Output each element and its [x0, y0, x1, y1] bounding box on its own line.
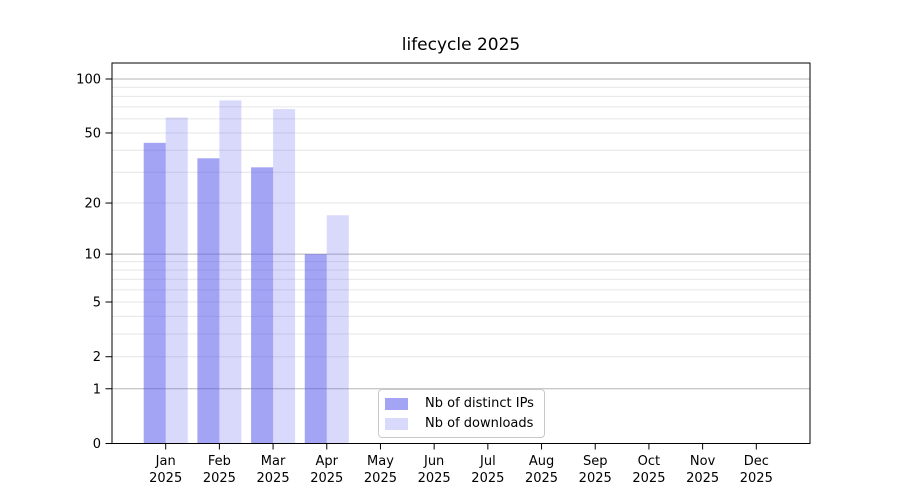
- y-tick-label: 0: [93, 437, 101, 452]
- axes-spines: [111, 62, 811, 444]
- bar-nb-of-distinct-ips-mar: [251, 167, 274, 444]
- legend: Nb of distinct IPs Nb of downloads: [378, 389, 545, 438]
- y-tick-label: 5: [93, 295, 101, 310]
- y-tick-label: 100: [76, 73, 101, 88]
- x-tick-label: Jul 2025: [471, 454, 504, 486]
- legend-label-downloads: Nb of downloads: [425, 416, 534, 431]
- y-tick-label: 50: [84, 126, 101, 141]
- bar-nb-of-downloads-jan: [165, 117, 188, 444]
- legend-item-downloads: Nb of downloads: [385, 416, 534, 431]
- x-tick-label: Jun 2025: [418, 454, 451, 486]
- x-tick-label: Sep 2025: [579, 454, 612, 486]
- legend-swatch-distinct-ips: [385, 397, 408, 410]
- x-tick-label: Feb 2025: [203, 454, 236, 486]
- bar-nb-of-downloads-apr: [326, 215, 349, 444]
- y-tick-label: 10: [84, 248, 101, 263]
- legend-label-distinct-ips: Nb of distinct IPs: [425, 396, 534, 411]
- bar-nb-of-downloads-mar: [273, 109, 296, 444]
- x-tick-label: Aug 2025: [525, 454, 558, 486]
- x-tick-label: Dec 2025: [740, 454, 773, 486]
- y-tick-label: 20: [84, 197, 101, 212]
- chart-title: lifecycle 2025: [401, 35, 521, 55]
- x-tick-label: May 2025: [364, 454, 397, 486]
- bar-nb-of-distinct-ips-feb: [197, 158, 220, 444]
- x-tick-label: Mar 2025: [257, 454, 290, 486]
- x-tick-label: Apr 2025: [310, 454, 343, 486]
- x-tick-label: Jan 2025: [149, 454, 182, 486]
- bar-nb-of-distinct-ips-jan: [143, 142, 166, 444]
- legend-item-distinct-ips: Nb of distinct IPs: [385, 396, 534, 411]
- y-tick-label: 1: [93, 382, 101, 397]
- bar-nb-of-downloads-feb: [219, 100, 242, 444]
- y-tick-label: 2: [93, 350, 101, 365]
- bar-nb-of-distinct-ips-apr: [304, 254, 327, 444]
- x-tick-label: Nov 2025: [686, 454, 719, 486]
- x-tick-label: Oct 2025: [632, 454, 665, 486]
- legend-swatch-downloads: [385, 417, 408, 430]
